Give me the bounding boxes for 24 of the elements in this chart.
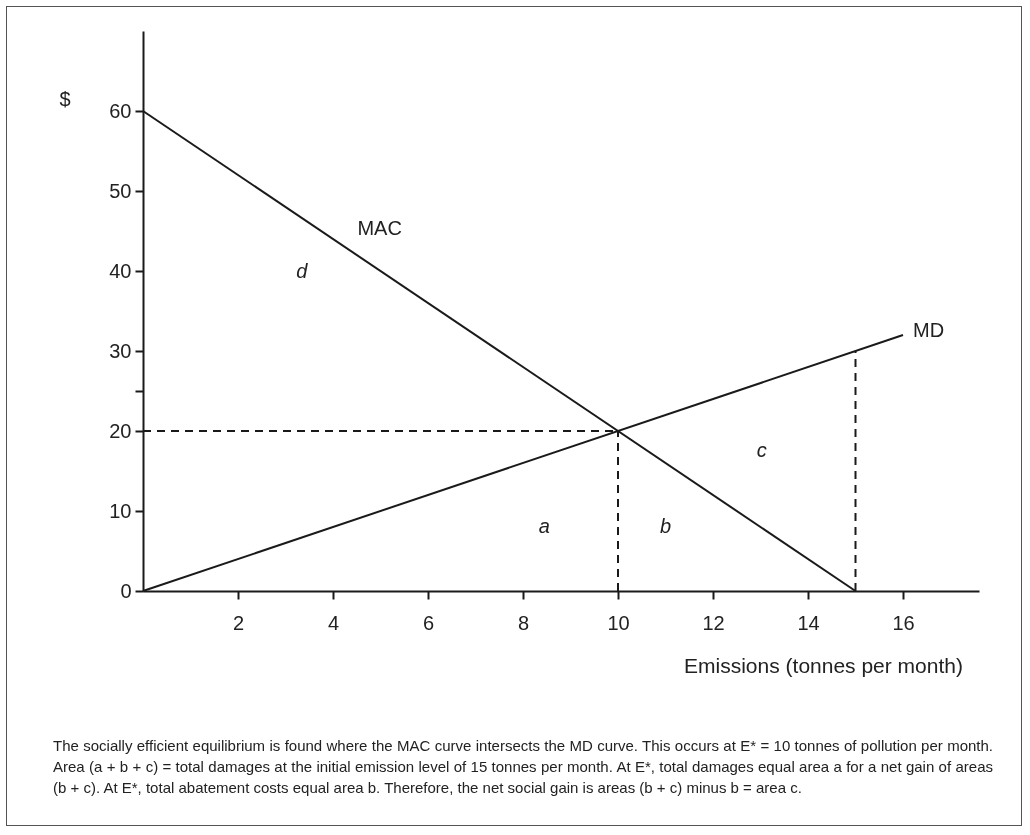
y-tick-label: 50 bbox=[109, 179, 132, 202]
x-tick-label: 8 bbox=[517, 611, 530, 634]
y-tick-label: 40 bbox=[109, 259, 132, 282]
x-axis-title: Emissions (tonnes per month) bbox=[684, 653, 963, 677]
annotation: b bbox=[659, 515, 672, 538]
x-tick-label: 6 bbox=[422, 611, 435, 634]
annotation: a bbox=[538, 515, 550, 538]
series-label: MAC bbox=[357, 216, 402, 239]
x-tick-label: 16 bbox=[892, 611, 915, 634]
annotation: c bbox=[756, 439, 767, 461]
text: The socially efficient equilibrium is found where the MAC curve intersects the MD curve. This occurs at E* = 10 tonnes of pollution per month. Area (a + b + c) = total damages at the initial emission level of 15 tonnes per month. At E*, total damages equal area a for a net gain of areas (b + c). At E*, total abatement costs equal area b. Therefore, the net social gain is areas (b + c) minus b = area c. bbox=[53, 736, 993, 798]
y-tick-label: 60 bbox=[109, 99, 132, 122]
series-label: MD bbox=[913, 319, 945, 341]
y-tick-label: 30 bbox=[109, 339, 132, 362]
x-tick-label: 10 bbox=[607, 611, 630, 634]
y-tick-label: 20 bbox=[109, 419, 132, 442]
x-tick-label: 4 bbox=[327, 611, 340, 634]
x-tick-label: 14 bbox=[797, 611, 820, 634]
x-tick-label: 2 bbox=[232, 611, 245, 634]
annotation: d bbox=[296, 259, 309, 282]
x-tick-label: 12 bbox=[702, 611, 725, 634]
y-tick-label: 0 bbox=[120, 579, 132, 602]
y-tick-label: 10 bbox=[109, 499, 132, 522]
y-axis-title: $ bbox=[59, 87, 71, 110]
